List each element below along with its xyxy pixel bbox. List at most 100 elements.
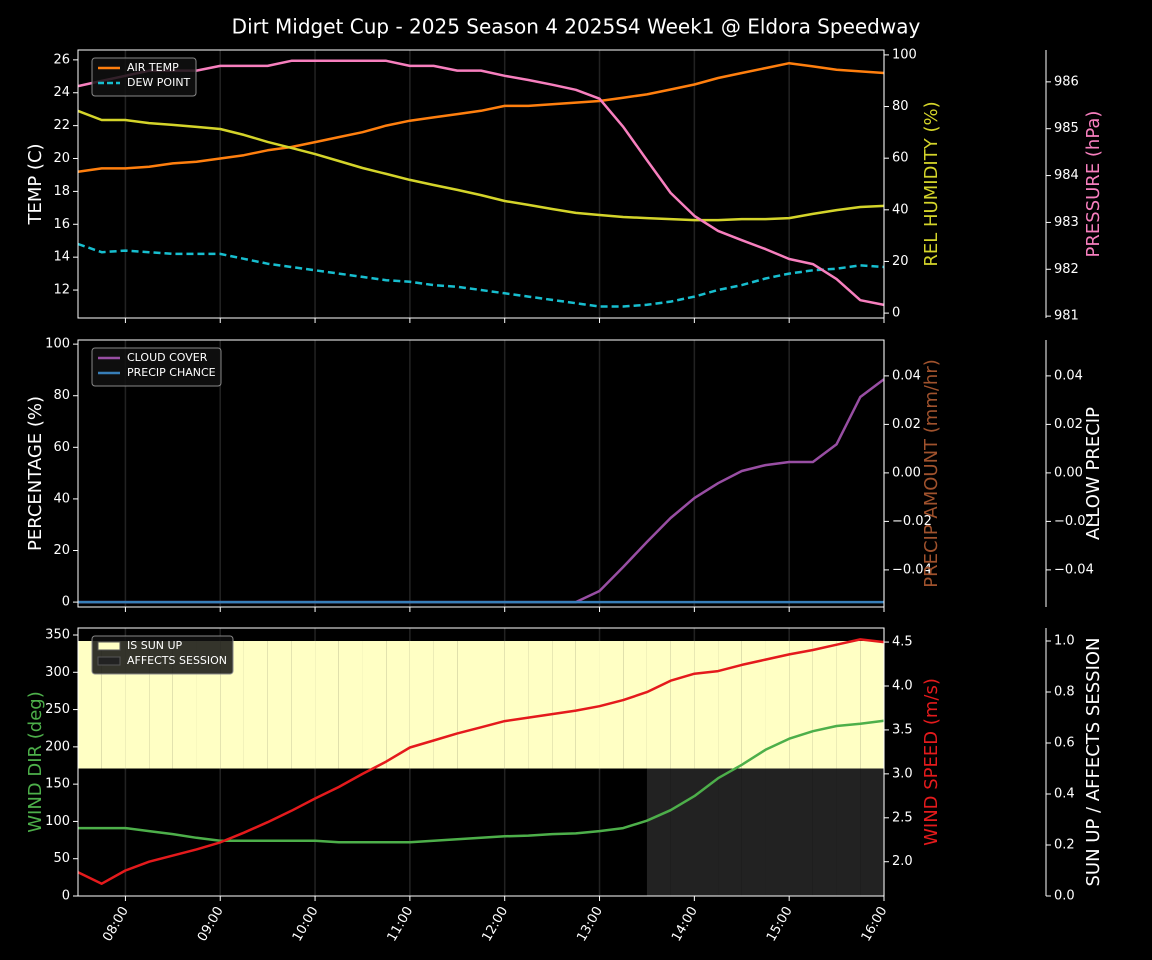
fill-band: [623, 641, 647, 769]
y3-tick-label: 983: [1054, 215, 1079, 230]
series-line: [77, 242, 885, 308]
fill-band: [812, 641, 837, 769]
series-line: [77, 59, 885, 307]
y-tick-label: 20: [53, 543, 70, 558]
y-tick-label: 26: [53, 52, 70, 67]
fill-band: [789, 641, 813, 769]
fill-band: [528, 641, 553, 769]
y2-tick-label: 3.5: [892, 722, 913, 737]
fill-band: [765, 641, 790, 769]
series-line: [77, 638, 885, 885]
panel: 12 14 16 18 20 22 24 26 0 20 40 60 80 100 981 982 983 984…: [25, 47, 1104, 323]
y3-tick-label: −0.04: [1054, 562, 1094, 577]
fill-band: [694, 768, 719, 896]
y-tick-label: 250: [45, 702, 70, 717]
axis-label: PRESSURE (hPa): [1083, 111, 1104, 258]
fill-band: [765, 768, 790, 896]
y2-tick-label: 20: [892, 254, 909, 269]
y3-tick-label: 0.8: [1054, 685, 1075, 700]
fill-band: [267, 641, 292, 769]
plot-frame: [77, 339, 885, 608]
fill-band: [599, 641, 624, 769]
fill-band: [457, 641, 481, 769]
y3-tick-label: 982: [1054, 262, 1079, 277]
fill-band: [718, 768, 742, 896]
fill-band: [694, 641, 719, 769]
y-tick-label: 0: [62, 595, 70, 610]
y-tick-label: 20: [53, 151, 70, 166]
y3-tick-label: 0.00: [1054, 465, 1083, 480]
plot-frame: [77, 627, 885, 897]
fill-band: [409, 641, 434, 769]
y-tick-label: 0: [62, 889, 70, 904]
y3-tick-label: 981: [1054, 309, 1079, 324]
y2-tick-label: −0.02: [892, 514, 932, 529]
axis-label: REL HUMIDITY (%): [921, 101, 942, 266]
fill-band: [552, 641, 576, 769]
series-line: [78, 719, 885, 844]
y-tick-label: 24: [53, 85, 70, 100]
y2-tick-label: 60: [892, 151, 909, 166]
y3-tick-label: −0.02: [1054, 514, 1094, 529]
y3-tick-label: 0.4: [1054, 787, 1075, 802]
fill-band: [789, 768, 813, 896]
legend-swatch: [97, 656, 121, 666]
fill-band: [315, 641, 339, 769]
y3-tick-label: 0.02: [1054, 417, 1083, 432]
legend-label: PRECIP CHANCE: [127, 366, 216, 379]
axis-label: WIND SPEED (m/s): [921, 678, 942, 846]
y-tick-label: 12: [53, 283, 70, 298]
y-tick-label: 50: [53, 851, 70, 866]
legend-label: IS SUN UP: [127, 639, 183, 652]
legend-swatch: [97, 641, 121, 651]
fill-band: [812, 768, 837, 896]
fill-band: [860, 641, 884, 769]
series-line: [77, 61, 885, 173]
y-tick-label: 200: [45, 739, 70, 754]
y2-tick-label: 0: [892, 306, 900, 321]
legend-label: DEW POINT: [127, 76, 191, 89]
axis-label: TEMP (C): [25, 143, 46, 225]
y3-tick-label: 0.2: [1054, 838, 1075, 853]
fill-band: [481, 641, 505, 769]
fill-band: [362, 641, 387, 769]
series-line: [77, 109, 885, 222]
axis-label: WIND DIR (deg): [25, 691, 46, 833]
fill-band: [243, 641, 268, 769]
y-tick-label: 150: [45, 777, 70, 792]
y2-tick-label: 2.0: [892, 854, 913, 869]
y3-tick-label: 0.6: [1054, 736, 1075, 751]
fill-band: [433, 641, 458, 769]
y2-tick-label: 4.5: [892, 635, 913, 650]
fill-band: [741, 641, 766, 769]
fill-band: [860, 768, 884, 896]
y3-tick-label: 986: [1054, 74, 1079, 89]
fill-band: [670, 768, 695, 896]
fill-band: [646, 768, 671, 896]
y-tick-label: 16: [53, 217, 70, 232]
fill-band: [718, 641, 742, 769]
y3-tick-label: 0.04: [1054, 368, 1083, 383]
axis-label: PERCENTAGE (%): [25, 396, 46, 551]
fill-band: [741, 768, 766, 896]
y-tick-label: 22: [53, 118, 70, 133]
y-tick-label: 40: [53, 491, 70, 506]
fill-band: [670, 641, 695, 769]
y3-tick-label: 0.0: [1054, 889, 1075, 904]
chart-title: Dirt Midget Cup - 2025 Season 4 2025S4 W…: [232, 15, 921, 39]
legend-label: CLOUD COVER: [127, 351, 208, 364]
y2-tick-label: 3.0: [892, 766, 913, 781]
y-tick-label: 80: [53, 388, 70, 403]
y-tick-label: 300: [45, 665, 70, 680]
y2-tick-label: 4.0: [892, 678, 913, 693]
y2-tick-label: 0.00: [892, 465, 921, 480]
y-tick-label: 60: [53, 440, 70, 455]
fill-band: [291, 641, 316, 769]
fill-band: [575, 641, 600, 769]
legend-box: [91, 347, 222, 387]
y-tick-label: 100: [45, 337, 70, 352]
y2-tick-label: −0.04: [892, 562, 932, 577]
y2-tick-label: 80: [892, 99, 909, 114]
